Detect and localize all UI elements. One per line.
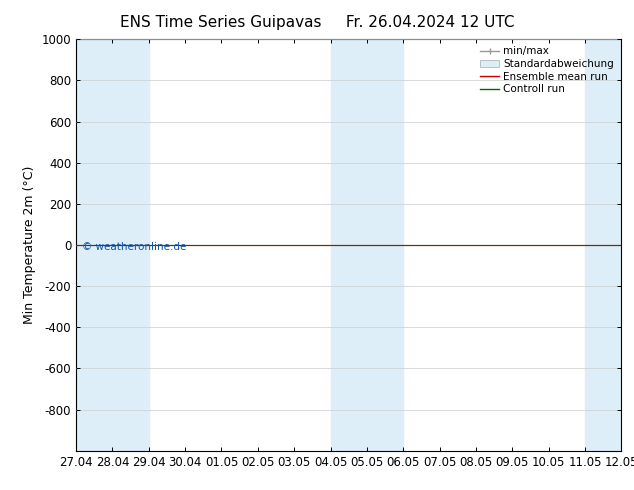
Bar [367,39,403,451]
Legend: min/max, Standardabweichung, Ensemble mean run, Controll run: min/max, Standardabweichung, Ensemble me… [478,45,616,97]
Bar [585,39,621,451]
Text: © weatheronline.de: © weatheronline.de [82,242,186,252]
Y-axis label: Min Temperature 2m (°C): Min Temperature 2m (°C) [23,166,36,324]
Bar [330,39,367,451]
Bar [112,39,149,451]
Bar [76,39,112,451]
Text: ENS Time Series Guipavas     Fr. 26.04.2024 12 UTC: ENS Time Series Guipavas Fr. 26.04.2024 … [120,15,514,30]
